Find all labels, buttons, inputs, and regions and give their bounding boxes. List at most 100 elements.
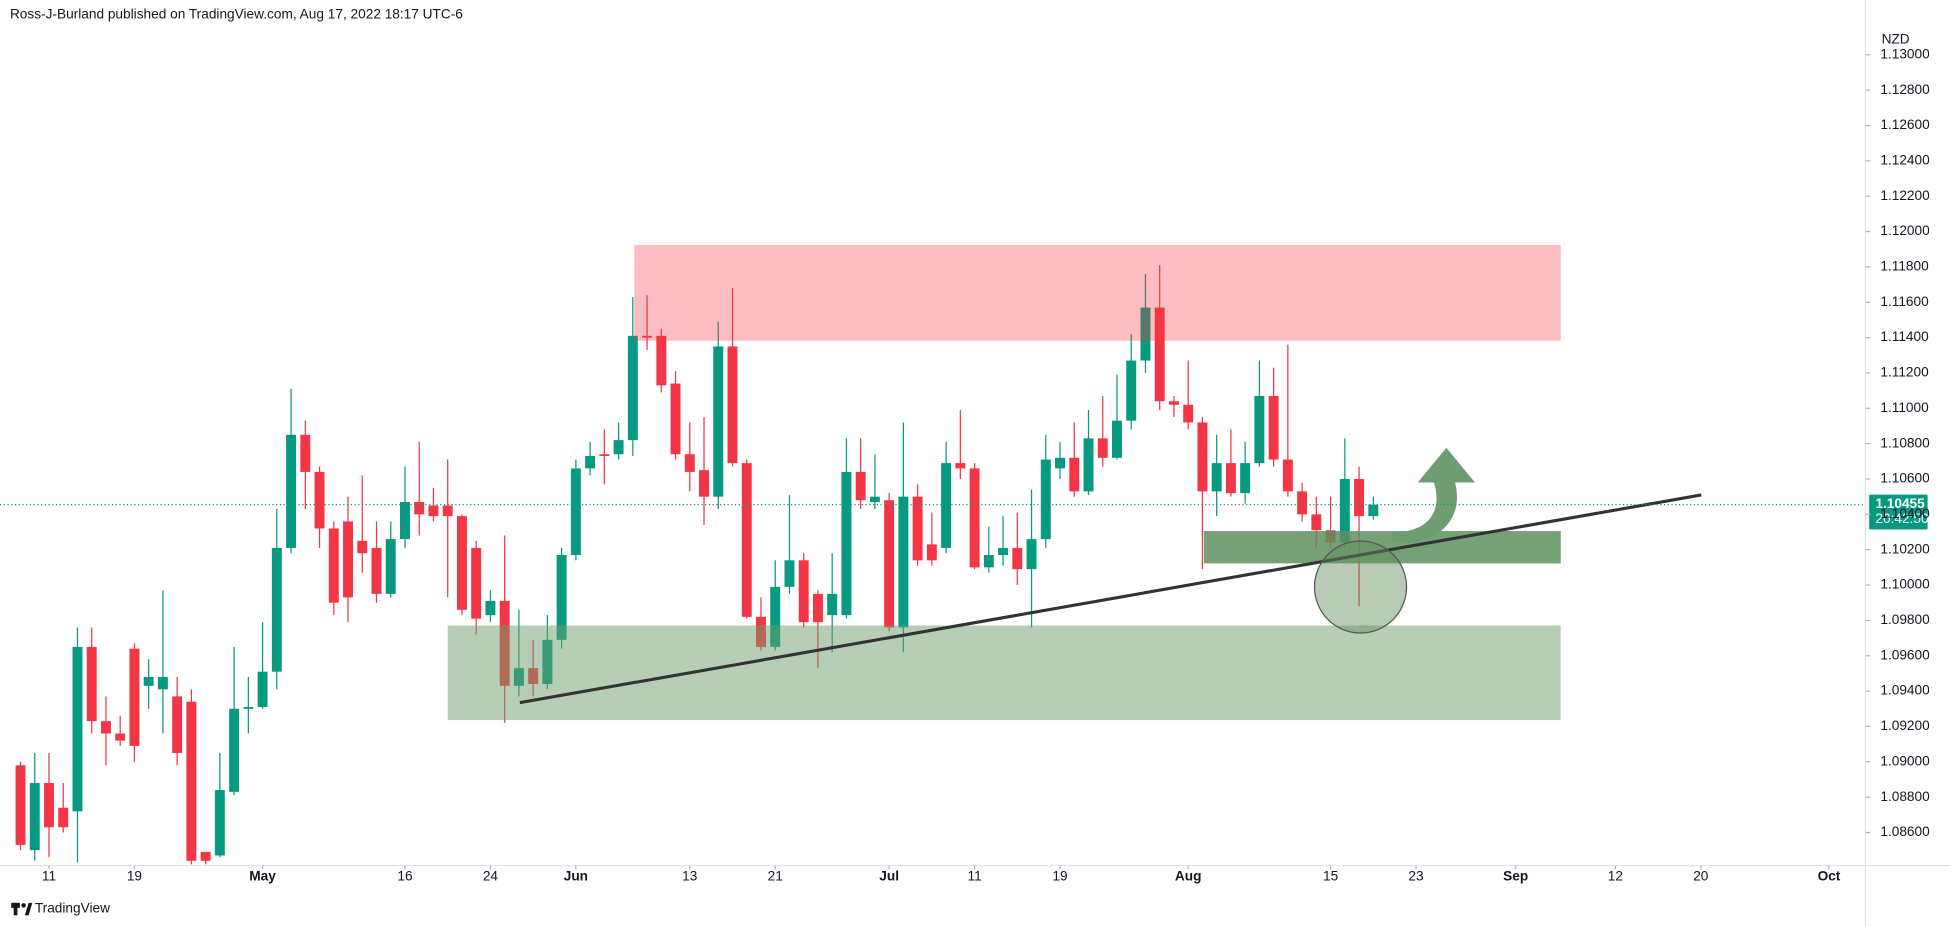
candle-body <box>1097 438 1108 458</box>
y-tick-label: 1.12000 <box>1880 223 1930 238</box>
y-tick-label: 1.08600 <box>1880 824 1930 839</box>
candle-body <box>286 434 297 548</box>
x-tick-label: 13 <box>682 868 697 883</box>
candle-body <box>627 335 638 441</box>
candle-body <box>713 346 724 497</box>
y-tick-label: 1.12800 <box>1880 82 1930 97</box>
candle-body <box>186 701 197 861</box>
candle-body <box>471 547 482 619</box>
candle-body <box>1069 457 1080 492</box>
candle-body <box>969 468 980 568</box>
y-tick-label: 1.10000 <box>1880 577 1930 592</box>
x-tick-label: May <box>249 868 276 883</box>
last-price-label: 1.10455 <box>1875 496 1925 511</box>
candle-body <box>15 765 26 845</box>
y-tick-label: 1.09200 <box>1880 718 1930 733</box>
candle-body <box>613 440 624 455</box>
y-tick-label: 1.09400 <box>1880 683 1930 698</box>
candle-body <box>585 456 596 469</box>
candle-body <box>428 505 439 517</box>
header: Ross-J-Burland published on TradingView.… <box>10 7 463 22</box>
candle-body <box>741 463 752 617</box>
y-tick-label: 1.11800 <box>1880 259 1929 274</box>
y-tick-label: 1.11200 <box>1880 365 1929 380</box>
x-tick-label: Aug <box>1175 868 1202 883</box>
candle-body <box>1112 420 1122 458</box>
candle-body <box>371 547 382 594</box>
last-price-box <box>1869 494 1928 530</box>
footer-text: TradingView <box>35 901 110 916</box>
x-tick-label: 15 <box>1323 868 1339 883</box>
resistance-zone <box>634 244 1561 341</box>
candle-body <box>29 783 40 851</box>
x-tick-label: 19 <box>1052 868 1067 883</box>
y-tick-label: 1.10800 <box>1880 435 1930 450</box>
candle-body <box>229 708 240 792</box>
candle-body <box>699 470 709 497</box>
candle-body <box>129 648 140 746</box>
candle-body <box>86 646 97 722</box>
candle-body <box>1282 459 1293 492</box>
y-tick-label: 1.10600 <box>1880 471 1930 486</box>
y-tick-label: 1.13000 <box>1880 46 1930 61</box>
candles <box>15 265 1379 865</box>
candle-body <box>827 593 838 616</box>
candle-body <box>1083 438 1094 492</box>
y-tick-label: 1.09000 <box>1880 753 1930 768</box>
candle-body <box>869 496 880 502</box>
y-tick-label: 1.09600 <box>1880 647 1930 662</box>
candle-body <box>1240 463 1251 494</box>
candle-body <box>684 454 695 472</box>
candle-body <box>44 783 54 828</box>
candle-body <box>1126 360 1137 421</box>
candle-body <box>257 671 268 708</box>
candle-body <box>941 463 952 548</box>
candle-body <box>1140 307 1151 361</box>
candle-body <box>214 790 225 856</box>
candle-body <box>485 600 496 616</box>
logo-mark <box>24 902 33 916</box>
logo-mark <box>13 902 18 916</box>
x-tick-label: 23 <box>1408 868 1423 883</box>
candle-body <box>456 516 467 610</box>
candle-body <box>1225 463 1236 494</box>
candle-body <box>784 560 795 587</box>
candle-body <box>1297 491 1308 515</box>
candle-body <box>1154 307 1165 402</box>
candle-body <box>1354 479 1365 517</box>
support-band <box>1203 531 1561 564</box>
candle-body <box>1268 395 1279 460</box>
annotations <box>447 244 1702 721</box>
x-tick-label: Sep <box>1503 868 1528 883</box>
support-zone <box>447 625 1561 721</box>
candle-body <box>385 539 396 594</box>
candle-body <box>926 544 937 561</box>
candle-body <box>314 471 325 529</box>
candle-body <box>955 463 966 469</box>
candle-body <box>599 454 610 457</box>
candle-body <box>1368 504 1379 517</box>
candle-body <box>271 547 282 672</box>
candle-body <box>1183 404 1194 423</box>
candle-body <box>656 335 667 386</box>
candle-body <box>200 851 211 861</box>
candle-body <box>400 501 410 540</box>
candle-body <box>1311 514 1322 531</box>
logo-mark <box>21 903 26 908</box>
highlight-circle <box>1313 540 1408 634</box>
y-tick-label: 1.08800 <box>1880 789 1930 804</box>
y-tick-label: 1.10200 <box>1880 541 1930 556</box>
candle-body <box>58 807 69 828</box>
candle-body <box>727 346 738 464</box>
candle-body <box>841 471 852 616</box>
candle-body <box>328 528 339 603</box>
candle-body <box>670 383 681 455</box>
candle-body <box>115 733 126 741</box>
x-tick-label: 11 <box>42 868 56 883</box>
footer: TradingView <box>11 901 110 916</box>
x-tick-label: Jul <box>879 868 899 883</box>
x-tick-label: 11 <box>967 868 981 883</box>
candle-body <box>983 555 994 568</box>
